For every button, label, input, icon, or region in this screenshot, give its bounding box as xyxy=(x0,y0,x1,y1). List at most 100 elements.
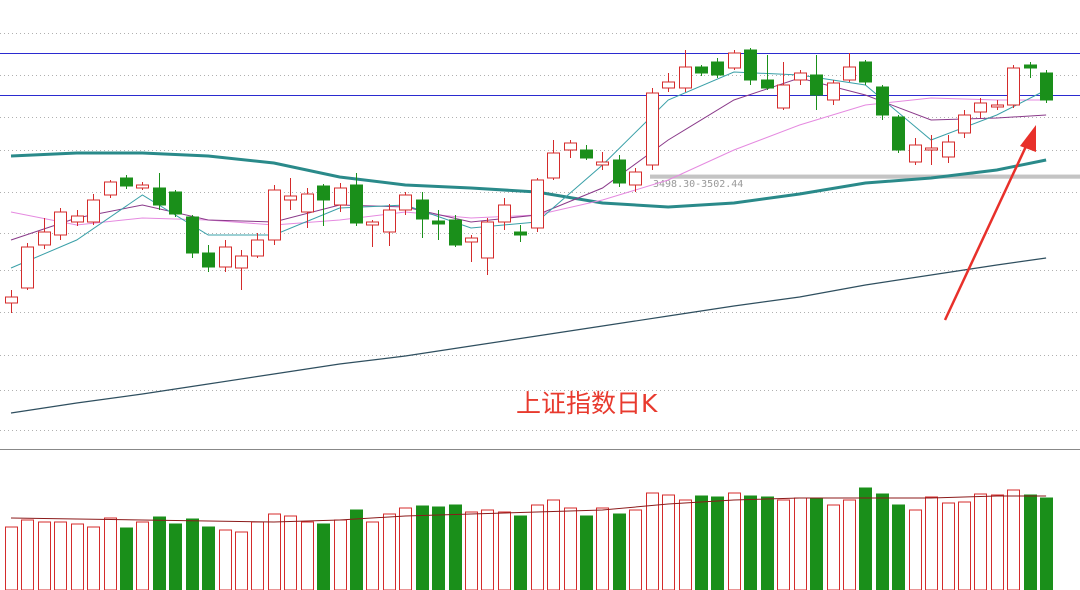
volume-bar xyxy=(629,509,642,590)
volume-bar xyxy=(21,519,34,590)
candle-body xyxy=(991,104,1004,108)
candle-body xyxy=(679,66,692,89)
candle-body xyxy=(564,142,577,151)
volume-bar xyxy=(909,509,922,590)
volume-bar xyxy=(449,504,462,590)
volume-bar xyxy=(991,494,1004,590)
volume-bar xyxy=(153,516,166,590)
volume-bar xyxy=(251,521,264,590)
volume-bar xyxy=(186,518,199,590)
candle-body xyxy=(744,49,757,81)
candle-body xyxy=(711,61,724,76)
volume-bar xyxy=(366,521,379,590)
volume-bar xyxy=(1024,494,1037,590)
candle-body xyxy=(120,177,133,187)
volume-bar xyxy=(695,495,708,590)
volume-bar xyxy=(662,494,675,590)
volume-bar xyxy=(104,517,117,590)
volume-bar xyxy=(596,507,609,590)
volume-bar xyxy=(827,504,840,590)
candle-body xyxy=(892,116,905,151)
candle-body xyxy=(136,184,149,189)
annotation-arrow xyxy=(943,125,1036,321)
volume-bar xyxy=(564,507,577,590)
volume-bar xyxy=(794,497,807,590)
volume-bar xyxy=(925,496,938,590)
candle-body xyxy=(87,199,100,223)
volume-bar xyxy=(136,521,149,590)
candle-body xyxy=(1024,64,1037,69)
volume-bar xyxy=(728,492,741,590)
candle-body xyxy=(909,144,922,163)
volume-bar xyxy=(498,511,511,590)
candle-body xyxy=(219,246,232,268)
volume-bar xyxy=(744,495,757,590)
candle-body xyxy=(843,66,856,81)
volume-bar xyxy=(399,507,412,590)
candle-body xyxy=(662,81,675,89)
volume-bar xyxy=(5,526,18,590)
volume-bar xyxy=(71,523,84,590)
candle-body xyxy=(251,239,264,257)
candle-body xyxy=(153,187,166,206)
candle-body xyxy=(317,185,330,201)
ma-line xyxy=(10,71,1047,269)
volume-bar xyxy=(481,509,494,590)
volume-bar xyxy=(1040,497,1053,590)
arrow-shaft xyxy=(943,141,1030,321)
arrow-head xyxy=(1020,125,1036,152)
candle-body xyxy=(827,82,840,101)
grid xyxy=(0,33,1080,431)
candle-body xyxy=(613,159,626,184)
candle-body xyxy=(366,221,379,226)
volume-bar xyxy=(613,513,626,590)
volume-bar xyxy=(268,513,281,590)
candle-body xyxy=(498,204,511,223)
volume-bar xyxy=(876,493,889,590)
volume-bar xyxy=(219,529,232,590)
volume-bar xyxy=(350,509,363,590)
volume-bar xyxy=(465,511,478,590)
candles xyxy=(5,48,1053,313)
gap-band xyxy=(650,174,1080,179)
volume-bar xyxy=(235,531,248,590)
volume-bar xyxy=(974,493,987,590)
candle-body xyxy=(334,187,347,206)
candle-body xyxy=(104,181,117,196)
candle-body xyxy=(481,221,494,259)
candle-body xyxy=(284,195,297,201)
candle-body xyxy=(350,184,363,224)
candle-body xyxy=(514,231,527,236)
candle-body xyxy=(416,199,429,220)
candle-body xyxy=(1007,67,1020,106)
candle-body xyxy=(169,191,182,215)
ma-line xyxy=(10,151,1047,209)
candle-body xyxy=(465,237,478,243)
volume-bar xyxy=(843,499,856,590)
candle-body xyxy=(925,147,938,151)
candle-body xyxy=(547,152,560,179)
volume-bar xyxy=(317,523,330,590)
candle-body xyxy=(859,61,872,83)
volume-panel xyxy=(5,487,1053,590)
candle-body xyxy=(38,231,51,246)
volume-bar xyxy=(169,523,182,590)
candle-body xyxy=(301,193,314,213)
volume-bar xyxy=(284,515,297,590)
volume-bar xyxy=(87,526,100,590)
candle-body xyxy=(235,255,248,269)
candle-body xyxy=(21,246,34,289)
candle-body xyxy=(761,79,774,89)
candle-body xyxy=(646,92,659,166)
candle-body xyxy=(695,66,708,74)
volume-bar xyxy=(761,496,774,590)
candle-body xyxy=(942,141,955,158)
candle-body xyxy=(810,74,823,96)
volume-bar xyxy=(711,496,724,590)
volume-bar xyxy=(432,506,445,590)
volume-bar xyxy=(646,492,659,590)
candle-body xyxy=(580,149,593,159)
volume-bar xyxy=(580,515,593,590)
candle-body xyxy=(71,215,84,223)
